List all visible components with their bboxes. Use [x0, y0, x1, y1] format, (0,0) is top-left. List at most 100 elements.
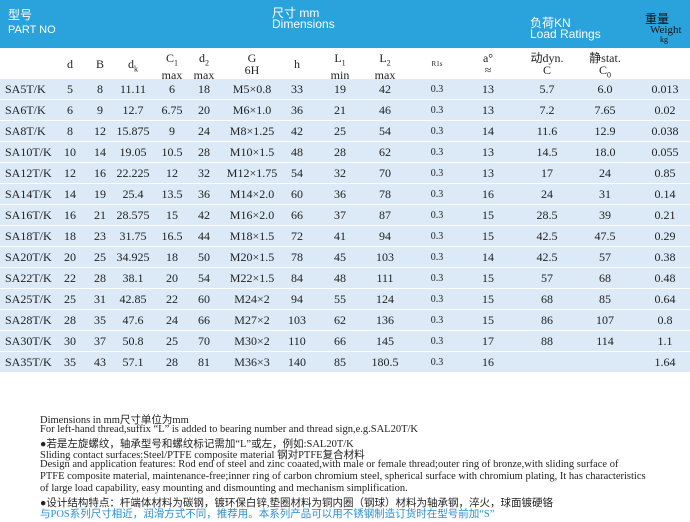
- cell: 103: [376, 250, 394, 264]
- cell: 86: [541, 313, 553, 327]
- cell: 25: [334, 124, 346, 138]
- cell: 17: [541, 166, 553, 180]
- column-header: a° ≈: [483, 52, 493, 76]
- cell: 0.3: [430, 147, 444, 158]
- cell: M20×1.5: [229, 250, 275, 264]
- cell: 16: [64, 208, 76, 222]
- cell: M22×1.5: [229, 271, 275, 285]
- header-line2: C: [542, 63, 552, 77]
- cell: 7.2: [539, 103, 555, 117]
- cell: 15: [482, 313, 494, 327]
- header-text: a°: [482, 51, 494, 65]
- cell: 37: [94, 334, 106, 348]
- part-no: SA6T/K: [5, 103, 46, 117]
- column-header: 动dyn. C: [530, 52, 563, 76]
- column-header: dk: [128, 58, 138, 75]
- note: PTFE composite material, maintenance-fre…: [40, 471, 646, 482]
- part-no: SA22T/K: [5, 271, 52, 285]
- cell: 72: [291, 229, 303, 243]
- column-header: L1 min: [331, 52, 350, 81]
- cell: 1.64: [654, 355, 676, 369]
- cell: 78: [379, 187, 391, 201]
- header-sub: 2: [204, 58, 209, 68]
- column-header: C1 max: [162, 52, 183, 81]
- cell: 43: [94, 355, 106, 369]
- cell: 50.8: [122, 334, 144, 348]
- cell: 19: [334, 82, 346, 96]
- header-sub: 1: [174, 58, 179, 68]
- note: 与POS系列尺寸相近，润滑方式不同，推荐用。本系列产品可以用不锈钢制造订货时在型…: [40, 509, 495, 521]
- cell: 17: [482, 334, 494, 348]
- cell: 6.0: [597, 82, 613, 96]
- cell: 31: [599, 187, 611, 201]
- cell: 42: [379, 82, 391, 96]
- cell: 24: [166, 313, 178, 327]
- cell: 28.5: [536, 208, 558, 222]
- cell: 42.5: [536, 250, 558, 264]
- cell: 28.575: [116, 208, 150, 222]
- cell: 8: [67, 124, 73, 138]
- cell: 57: [541, 271, 553, 285]
- weight-cn: 重量: [645, 12, 670, 26]
- cell: 0.8: [657, 313, 673, 327]
- cell: M30×2: [234, 334, 270, 348]
- cell: 42: [291, 124, 303, 138]
- row-bg: [0, 142, 690, 162]
- header-band: [0, 0, 690, 48]
- cell: 0.3: [430, 294, 444, 305]
- cell: 14.5: [536, 145, 558, 159]
- header-text: L: [379, 51, 387, 65]
- cell: 41: [334, 229, 346, 243]
- part-no: SA30T/K: [5, 334, 52, 348]
- cell: 0.3: [430, 126, 444, 137]
- cell: 94: [291, 292, 303, 306]
- cell: M10×1.5: [229, 145, 275, 159]
- cell: 25: [64, 292, 76, 306]
- cell: 15.875: [116, 124, 150, 138]
- cell: 62: [379, 145, 391, 159]
- cell: 114: [596, 334, 614, 348]
- cell: 0.64: [654, 292, 676, 306]
- cell: 16: [482, 355, 494, 369]
- row-bg: [0, 268, 690, 288]
- cell: 32: [198, 166, 210, 180]
- cell: 30: [64, 334, 76, 348]
- cell: 28: [166, 355, 178, 369]
- dim-en: Dimensions: [272, 17, 335, 31]
- column-header: B: [96, 58, 104, 70]
- cell: 15: [166, 208, 178, 222]
- weight-en: Weight: [650, 24, 682, 36]
- cell: 78: [291, 250, 303, 264]
- cell: 0.38: [654, 250, 676, 264]
- cell: M14×2.0: [229, 187, 275, 201]
- cell: 16: [482, 187, 494, 201]
- row-bg: [0, 100, 690, 120]
- cell: 24: [198, 124, 210, 138]
- cell: 6: [67, 103, 73, 117]
- cell: 6.75: [161, 103, 183, 117]
- cell: 31.75: [119, 229, 147, 243]
- cell: 0.48: [654, 271, 676, 285]
- cell: 107: [596, 313, 614, 327]
- cell: 31: [94, 292, 106, 306]
- header-text: G: [247, 51, 257, 65]
- cell: 7.65: [594, 103, 616, 117]
- column-header: G 6H: [245, 52, 260, 76]
- header-sub: 1: [341, 58, 346, 68]
- cell: 54: [379, 124, 391, 138]
- cell: 0.3: [430, 105, 444, 116]
- cell: M12×1.75: [226, 166, 278, 180]
- row-bg: [0, 226, 690, 246]
- cell: 54: [291, 166, 303, 180]
- cell: 0.3: [430, 273, 444, 284]
- cell: 36: [291, 103, 303, 117]
- header-line2: 6H: [244, 63, 260, 77]
- cell: 18.0: [594, 145, 616, 159]
- cell: 39: [599, 208, 611, 222]
- cell: 68: [541, 292, 553, 306]
- cell: 0.29: [654, 229, 676, 243]
- cell: 22: [64, 271, 76, 285]
- row-bg: [0, 184, 690, 204]
- cell: 85: [599, 292, 611, 306]
- load-cn: 负荷KN: [530, 16, 571, 30]
